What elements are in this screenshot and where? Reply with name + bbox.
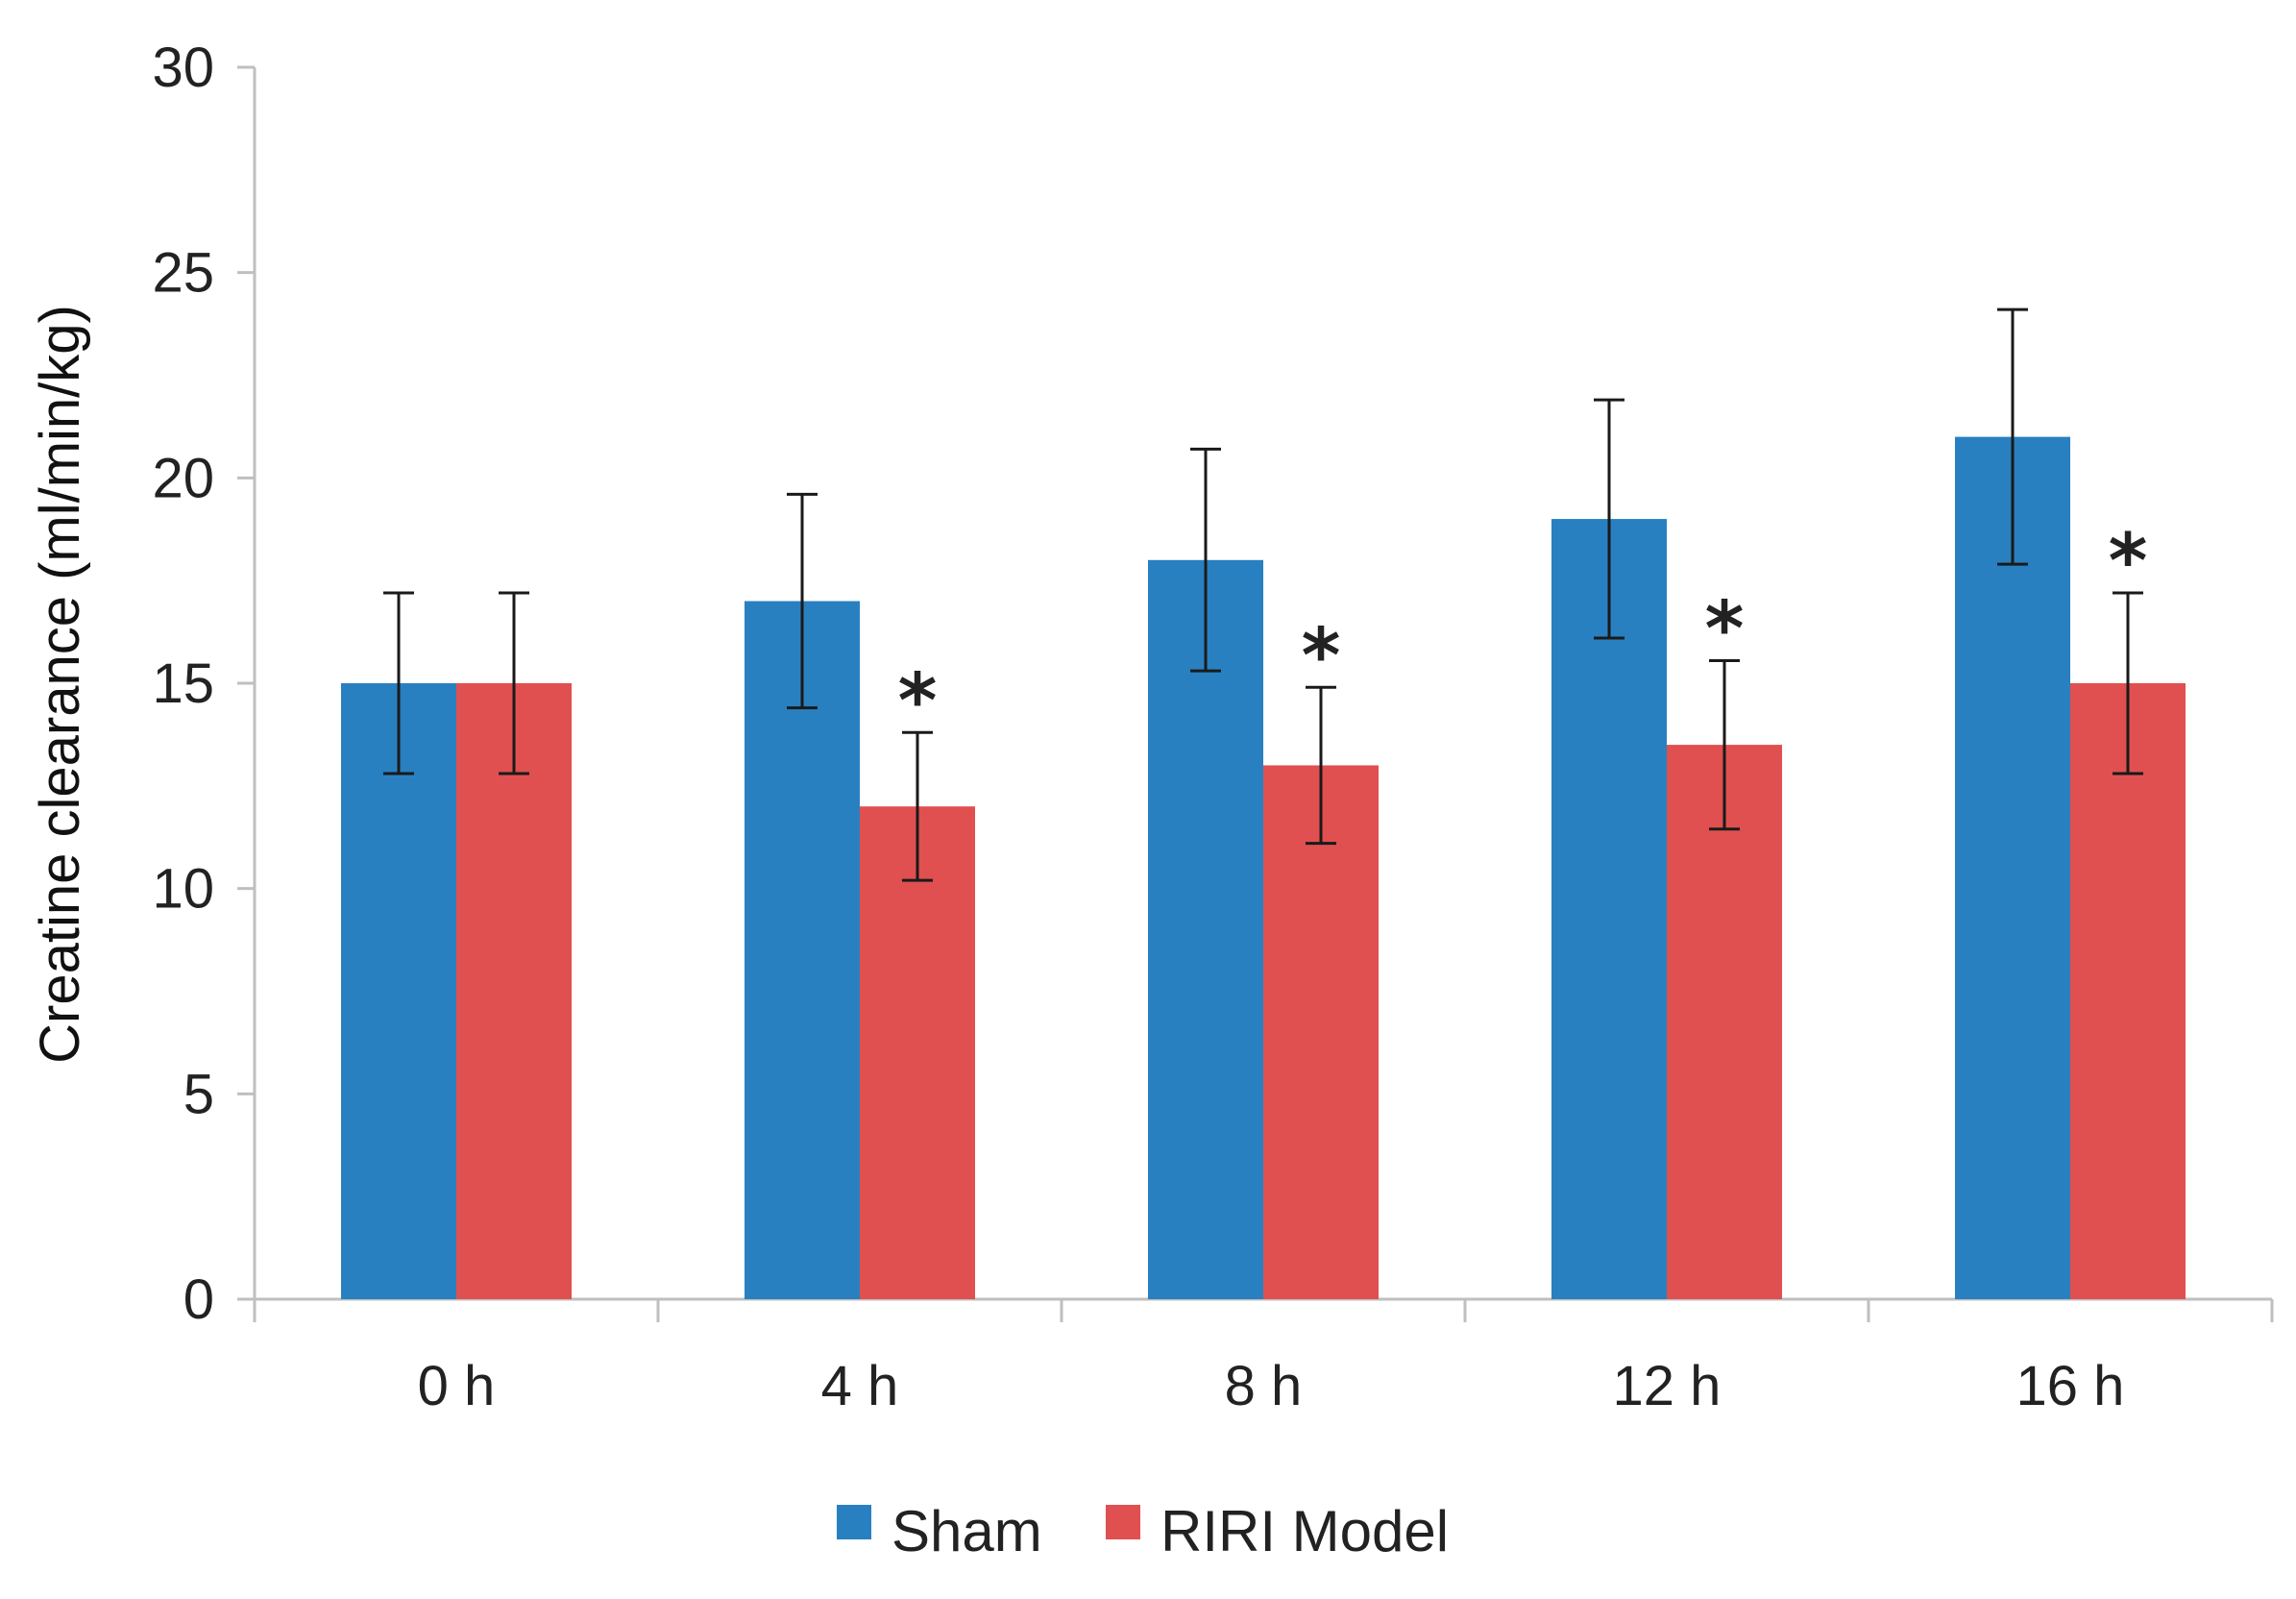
bar-series-group <box>341 436 2186 1300</box>
bar-sham <box>745 601 860 1299</box>
y-tick-label: 30 <box>152 37 214 99</box>
y-tick-label: 10 <box>152 858 214 921</box>
y-axis-title: Creatine clearance (ml/min/kg) <box>29 305 91 1064</box>
legend-swatch-sham <box>837 1505 871 1539</box>
y-axis-ticks: 0 5 10 15 20 25 30 <box>152 37 255 1331</box>
significance-marker: * <box>1302 613 1341 700</box>
legend: Sham RIRI Model <box>837 1499 1449 1563</box>
y-tick-label: 25 <box>152 242 214 305</box>
y-tick-label: 15 <box>152 652 214 715</box>
significance-marker-group: * * * * <box>898 519 2148 745</box>
bar-riri-model <box>1667 745 1782 1299</box>
y-tick-label: 20 <box>152 447 214 509</box>
x-tick-label: 16 h <box>2016 1355 2125 1417</box>
legend-label-sham: Sham <box>892 1499 1042 1563</box>
significance-marker: * <box>1705 586 1745 673</box>
x-tick-label: 12 h <box>1613 1355 1722 1417</box>
y-tick-label: 5 <box>183 1063 214 1125</box>
bar-riri-model <box>456 683 572 1299</box>
bar-riri-model <box>2070 683 2186 1299</box>
x-tick-label: 8 h <box>1225 1355 1303 1417</box>
bar-riri-model <box>1263 765 1379 1299</box>
bar-sham <box>1551 519 1667 1299</box>
bar-sham <box>1955 436 2070 1300</box>
significance-marker: * <box>898 658 938 745</box>
y-tick-label: 0 <box>183 1268 214 1331</box>
x-tick-label: 0 h <box>418 1355 496 1417</box>
plot-area: 0 5 10 15 20 25 30 0 h 4 h 8 h 12 h 16 h * * * * <box>152 37 2274 1417</box>
bar-sham <box>341 683 456 1299</box>
error-bar-group <box>383 308 2143 882</box>
bar-sham <box>1148 559 1263 1299</box>
legend-label-riri-model: RIRI Model <box>1160 1499 1449 1563</box>
bar-riri-model <box>860 806 975 1299</box>
significance-marker: * <box>2109 519 2148 605</box>
legend-swatch-riri-model <box>1106 1505 1140 1539</box>
x-axis-ticks: 0 h 4 h 8 h 12 h 16 h <box>253 1299 2274 1417</box>
x-tick-label: 4 h <box>821 1355 899 1417</box>
